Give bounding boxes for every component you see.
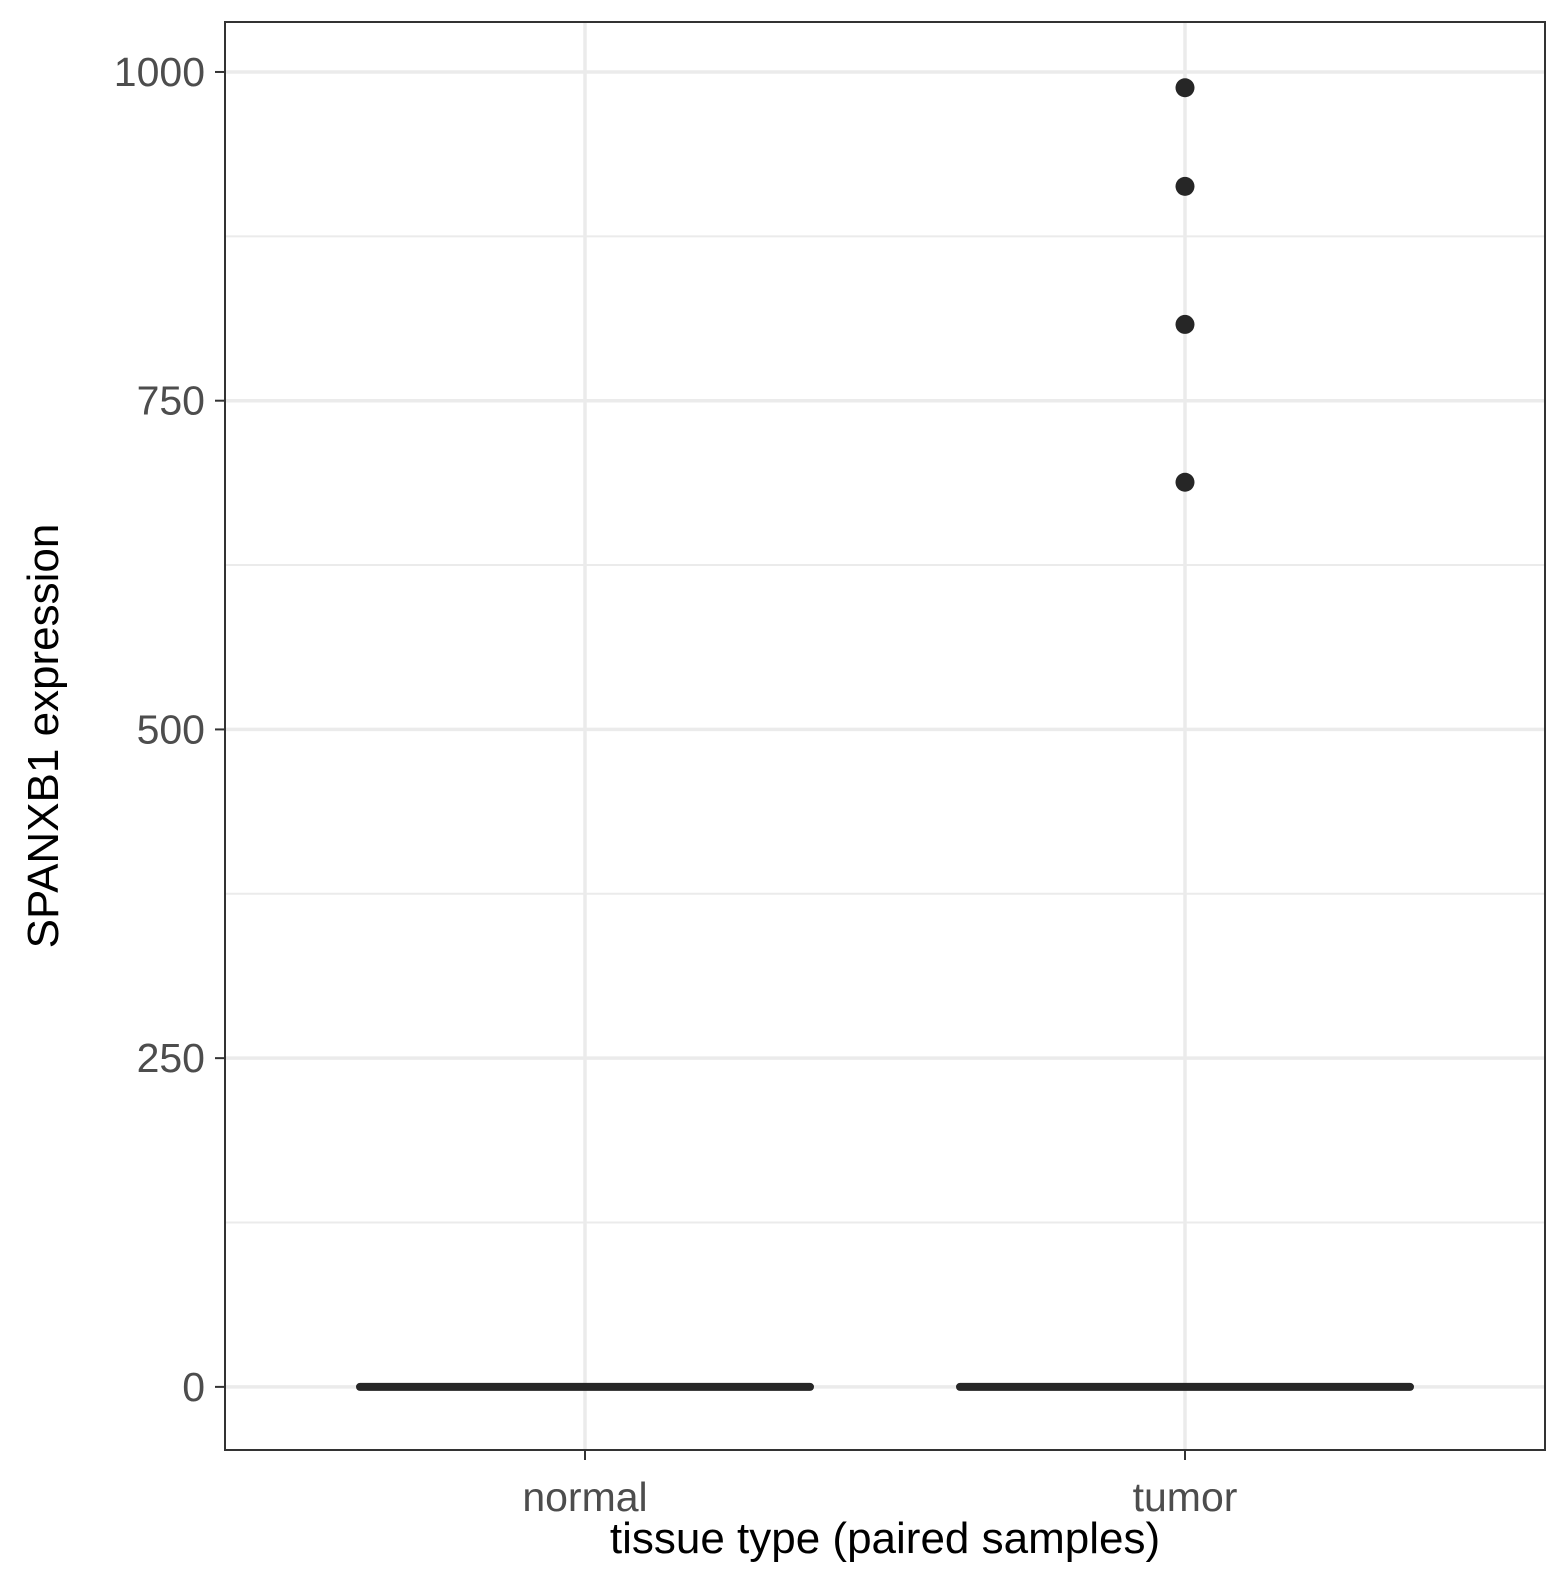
y-axis-title: SPANXB1 expression bbox=[19, 524, 68, 949]
x-axis-ticks: normal tumor bbox=[522, 1450, 1237, 1520]
outlier-point bbox=[1175, 314, 1195, 334]
x-axis-title: tissue type (paired samples) bbox=[610, 1514, 1160, 1563]
panel-border bbox=[224, 21, 1546, 1451]
x-tick-label: tumor bbox=[1133, 1474, 1238, 1520]
y-tick-label: 250 bbox=[137, 1035, 205, 1081]
y-tick-label: 500 bbox=[137, 706, 205, 752]
y-tick-label: 750 bbox=[137, 378, 205, 424]
y-tick-label: 1000 bbox=[114, 49, 205, 95]
outlier-point bbox=[1175, 176, 1195, 196]
x-tick-label: normal bbox=[522, 1474, 647, 1520]
outlier-point bbox=[1175, 78, 1195, 98]
outlier-point bbox=[1175, 472, 1195, 492]
y-axis-ticks: 0 250 500 750 1000 bbox=[114, 49, 225, 1410]
minor-gridlines bbox=[225, 235, 1545, 1224]
y-tick-label: 0 bbox=[182, 1364, 205, 1410]
outlier-points bbox=[1175, 78, 1195, 492]
